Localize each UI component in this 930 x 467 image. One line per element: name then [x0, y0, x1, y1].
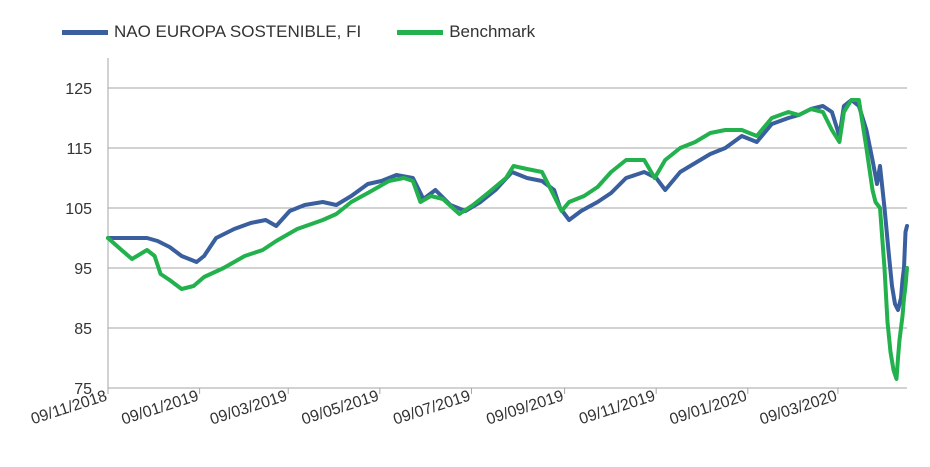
y-tick-label-4: 115 [66, 141, 92, 158]
x-tick-label-0: 09/11/2018 [29, 388, 109, 429]
legend-label-fund: NAO EUROPA SOSTENIBLE, FI [114, 22, 362, 41]
series-line-0 [106, 98, 909, 312]
legend-item-benchmark: Benchmark [397, 22, 535, 42]
x-tick-label-4: 09/07/2019 [391, 388, 473, 429]
x-tick-label-8: 09/03/2020 [758, 388, 840, 429]
x-tick-label-6: 09/11/2019 [577, 388, 657, 429]
x-tick-label-1: 09/01/2019 [119, 388, 201, 429]
y-tick-label-0: 75 [74, 381, 92, 398]
legend: NAO EUROPA SOSTENIBLE, FI Benchmark [62, 22, 571, 42]
series-line-1 [106, 98, 909, 381]
x-tick-label-3: 09/05/2019 [300, 388, 382, 429]
legend-swatch-fund [62, 29, 108, 35]
legend-label-benchmark: Benchmark [449, 22, 536, 41]
x-tick-label-2: 09/03/2019 [208, 388, 290, 429]
legend-item-fund: NAO EUROPA SOSTENIBLE, FI [62, 22, 361, 42]
x-tick-label-7: 09/01/2020 [668, 388, 750, 429]
x-tick-label-5: 09/09/2019 [484, 388, 566, 429]
y-tick-label-1: 85 [74, 321, 92, 338]
y-tick-label-2: 95 [74, 261, 92, 278]
y-tick-label-5: 125 [65, 81, 92, 98]
legend-swatch-benchmark [397, 29, 444, 35]
y-tick-label-3: 105 [65, 201, 92, 218]
